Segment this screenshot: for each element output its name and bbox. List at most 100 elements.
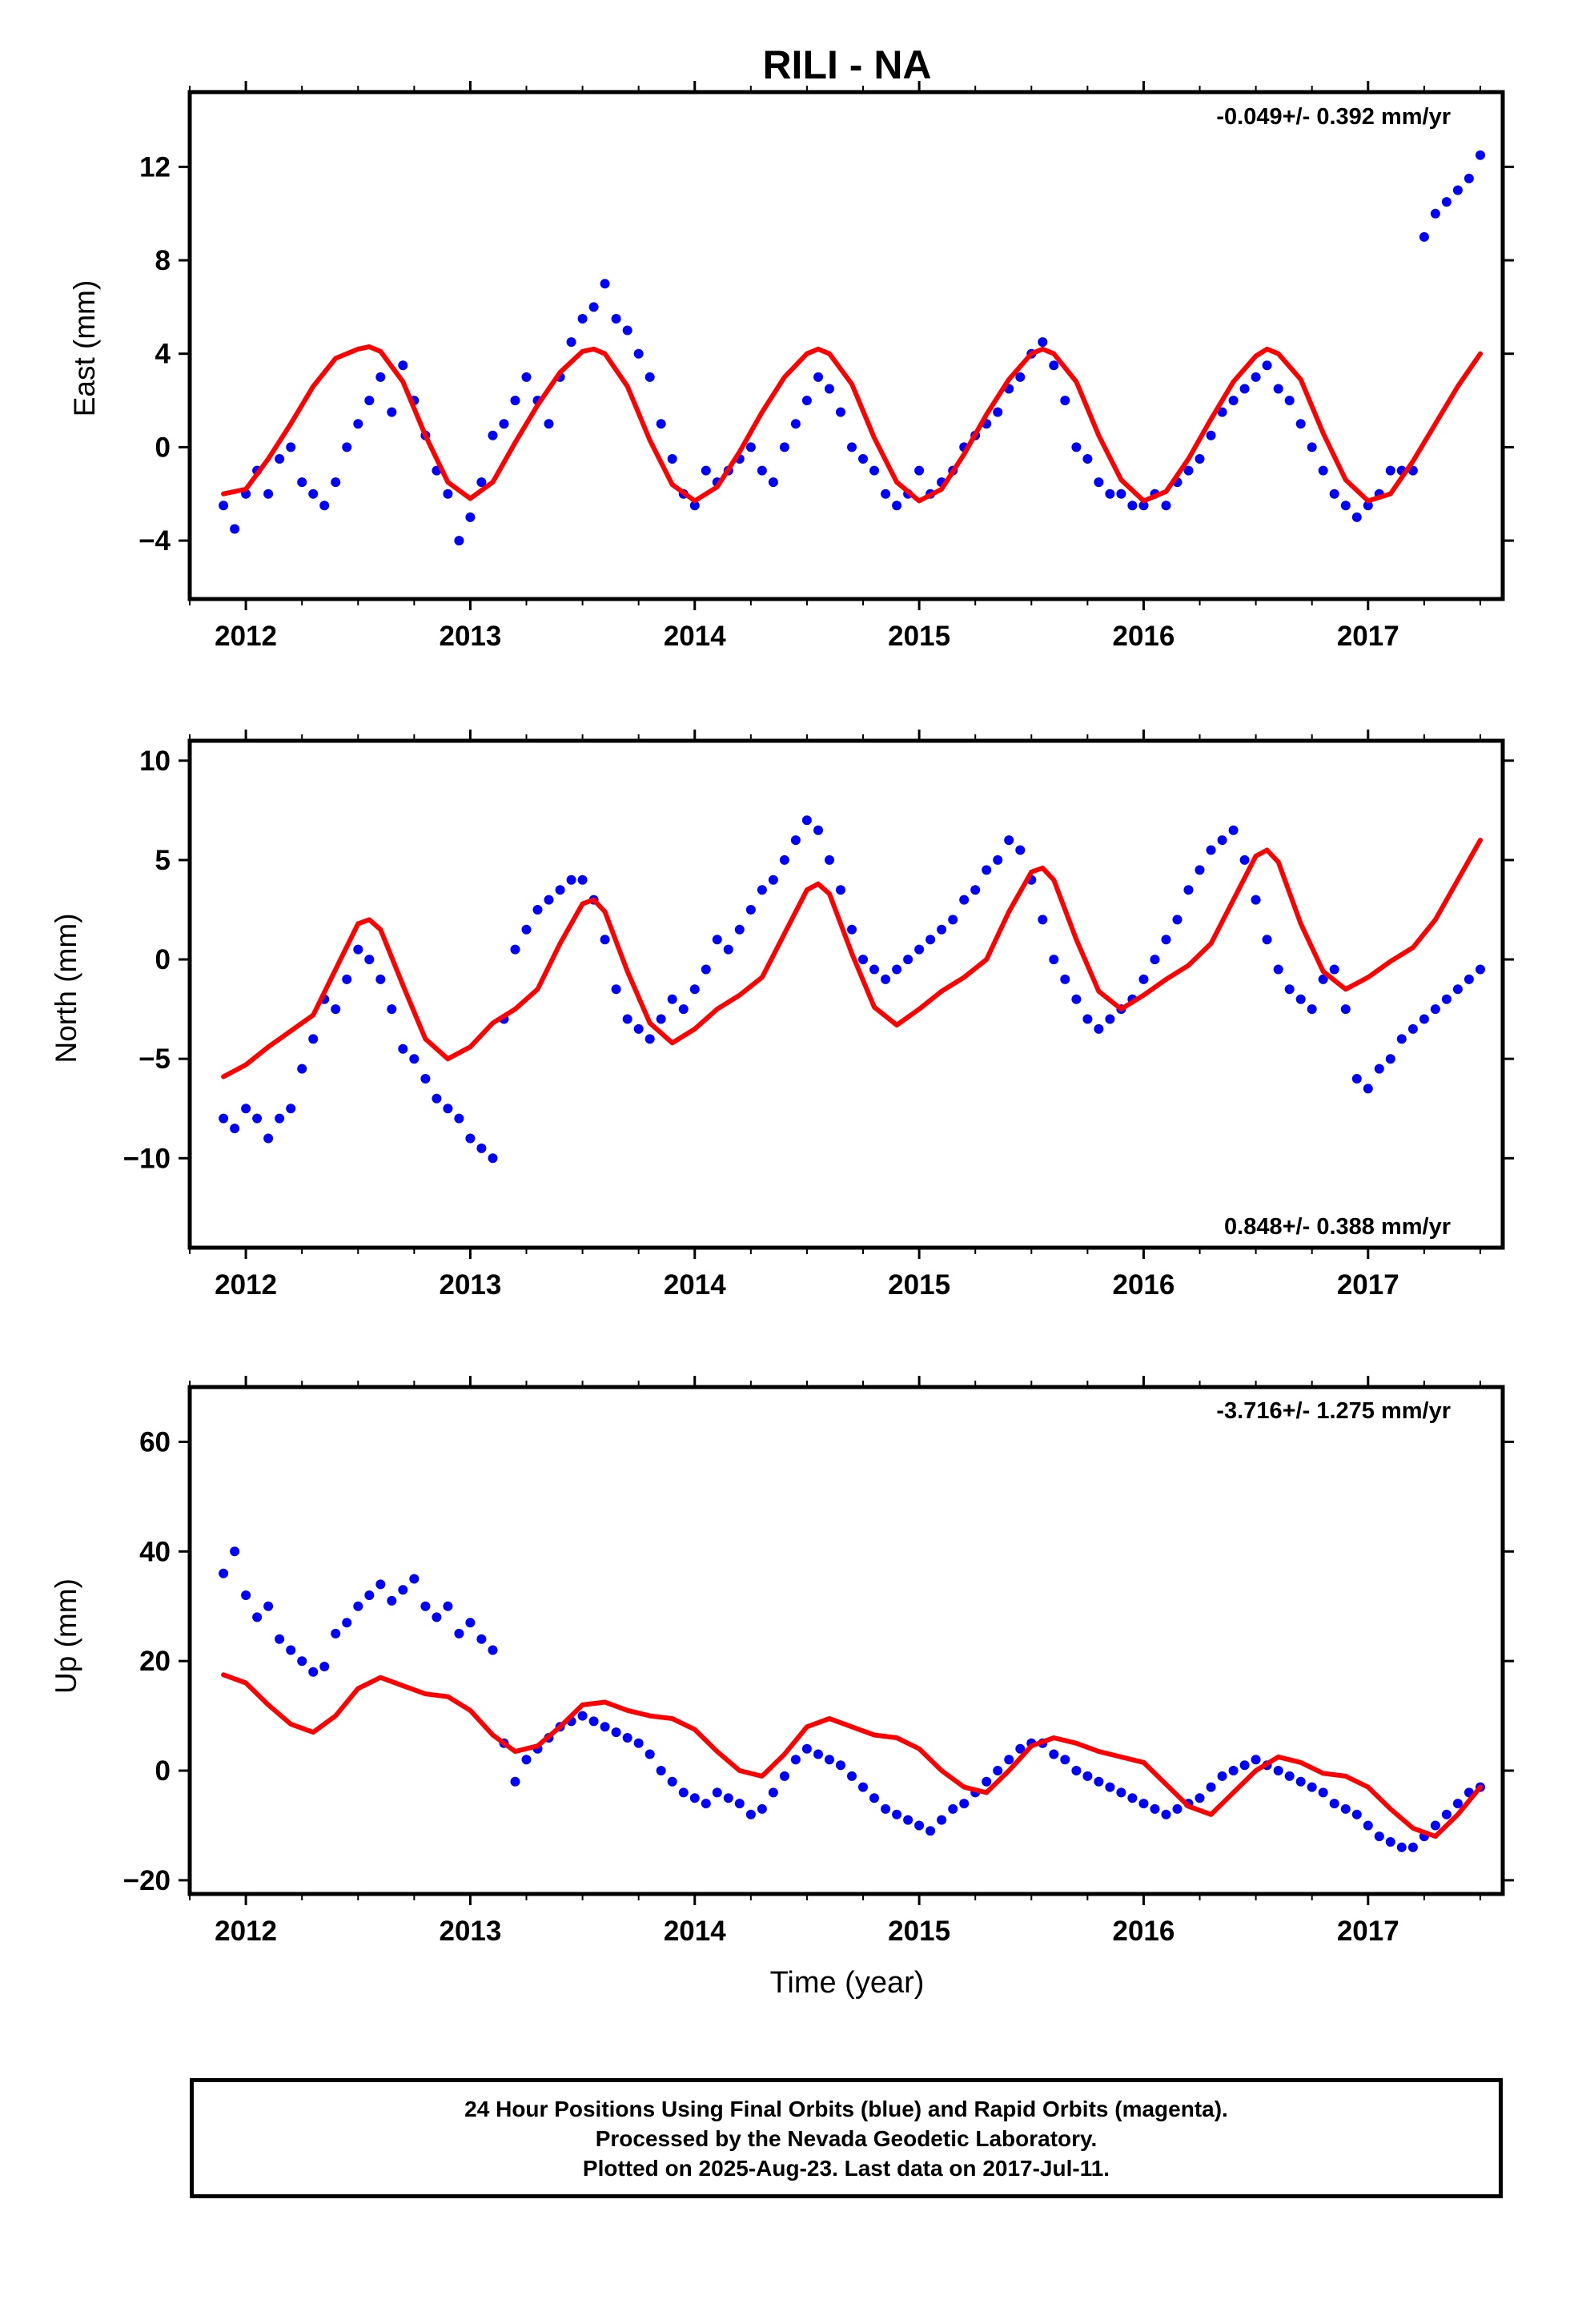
east-data-point bbox=[342, 442, 352, 452]
east-data-point bbox=[600, 279, 610, 289]
east-data-point bbox=[813, 372, 823, 382]
north-data-point bbox=[1004, 835, 1014, 846]
north-data-point bbox=[1284, 984, 1295, 995]
east-data-point bbox=[588, 302, 599, 312]
north-data-point bbox=[1038, 915, 1048, 925]
north-data-point bbox=[577, 875, 588, 885]
east-data-point bbox=[1363, 501, 1373, 511]
north-x-tick-label: 2017 bbox=[1337, 1269, 1399, 1301]
east-data-point bbox=[1116, 489, 1126, 499]
east-data-point bbox=[1094, 477, 1104, 488]
north-data-point bbox=[1195, 865, 1205, 875]
east-data-point bbox=[790, 419, 801, 429]
north-data-point bbox=[745, 905, 756, 915]
up-data-point bbox=[836, 1760, 845, 1771]
east-data-point bbox=[993, 407, 1003, 417]
east-data-point bbox=[1161, 501, 1171, 511]
east-data-point bbox=[1015, 372, 1026, 382]
footer-line-1: 24 Hour Positions Using Final Orbits (bl… bbox=[464, 2096, 1228, 2121]
north-data-point bbox=[600, 935, 610, 945]
north-y-axis-label: North (mm) bbox=[50, 913, 82, 1063]
up-data-point bbox=[1239, 1760, 1250, 1771]
north-data-point bbox=[892, 964, 902, 975]
north-data-point bbox=[1476, 964, 1485, 975]
north-data-point bbox=[230, 1124, 240, 1134]
east-x-tick-label: 2017 bbox=[1337, 621, 1399, 652]
east-plot-frame bbox=[187, 90, 1505, 601]
up-data-point bbox=[353, 1601, 363, 1611]
north-data-point bbox=[420, 1074, 431, 1084]
up-data-point bbox=[858, 1782, 868, 1792]
east-data-point bbox=[319, 501, 330, 511]
north-data-point bbox=[825, 854, 834, 865]
chart-title: RILI - NA bbox=[762, 42, 931, 87]
north-data-point bbox=[263, 1133, 274, 1144]
north-data-point bbox=[1251, 895, 1261, 905]
east-data-point bbox=[1049, 360, 1059, 371]
up-data-point bbox=[364, 1590, 375, 1600]
north-final-orbit-points bbox=[219, 815, 1485, 1164]
east-data-point bbox=[847, 442, 857, 452]
footer-info-box: 24 Hour Positions Using Final Orbits (bl… bbox=[190, 2078, 1503, 2198]
up-data-point bbox=[1351, 1809, 1362, 1819]
east-data-point bbox=[510, 396, 520, 406]
east-y-axis-label: East (mm) bbox=[68, 280, 101, 417]
east-data-point bbox=[1329, 489, 1339, 499]
east-x-tick-label: 2014 bbox=[664, 621, 726, 652]
east-rate-label: -0.049+/- 0.392 mm/yr bbox=[1216, 104, 1451, 130]
north-y-tick-label: 5 bbox=[155, 845, 171, 876]
up-data-point bbox=[230, 1546, 240, 1557]
north-data-point bbox=[454, 1113, 464, 1124]
east-data-point bbox=[825, 384, 834, 394]
east-data-point bbox=[521, 372, 532, 382]
east-data-point bbox=[1195, 454, 1205, 464]
up-data-point bbox=[409, 1574, 420, 1584]
east-data-point bbox=[364, 396, 375, 406]
east-data-point bbox=[914, 465, 925, 476]
north-data-point bbox=[622, 1014, 632, 1024]
up-data-point bbox=[948, 1803, 958, 1814]
east-data-point bbox=[779, 442, 789, 452]
north-data-point bbox=[476, 1143, 487, 1153]
north-data-point bbox=[993, 854, 1003, 865]
north-data-point bbox=[881, 974, 891, 984]
up-data-point bbox=[937, 1815, 947, 1825]
up-data-point bbox=[454, 1628, 464, 1638]
north-data-point bbox=[1015, 845, 1026, 855]
north-data-point bbox=[1150, 955, 1160, 965]
up-data-point bbox=[644, 1749, 655, 1759]
north-data-point bbox=[757, 885, 767, 895]
east-data-point bbox=[544, 419, 554, 429]
north-data-point bbox=[903, 955, 913, 965]
north-data-point bbox=[1385, 1054, 1395, 1064]
north-data-point bbox=[275, 1113, 285, 1124]
north-data-point bbox=[1082, 1014, 1093, 1024]
east-y-tick-label: −4 bbox=[139, 525, 171, 557]
up-data-point bbox=[1116, 1787, 1126, 1798]
north-data-point bbox=[544, 895, 554, 905]
east-data-point bbox=[667, 454, 677, 464]
north-data-point bbox=[1407, 1023, 1418, 1034]
up-x-tick-label: 2013 bbox=[439, 1916, 501, 1947]
up-data-point bbox=[1318, 1787, 1328, 1798]
up-data-point bbox=[1161, 1809, 1171, 1819]
north-data-point bbox=[1060, 974, 1070, 984]
up-data-point bbox=[375, 1579, 386, 1590]
north-data-point bbox=[443, 1104, 453, 1114]
up-data-point bbox=[892, 1809, 902, 1819]
up-data-point bbox=[667, 1776, 677, 1787]
up-data-point bbox=[1060, 1755, 1070, 1765]
up-data-point bbox=[701, 1799, 711, 1809]
north-data-point bbox=[297, 1063, 307, 1074]
east-data-point bbox=[566, 337, 576, 348]
north-x-tick-label: 2013 bbox=[439, 1269, 501, 1301]
east-data-point bbox=[454, 536, 464, 546]
north-data-point bbox=[1273, 964, 1283, 975]
up-data-point bbox=[993, 1766, 1003, 1775]
east-y-tick-label: 12 bbox=[139, 151, 171, 183]
east-data-point bbox=[1217, 407, 1227, 417]
north-data-point bbox=[701, 964, 711, 975]
north-data-point bbox=[566, 875, 576, 885]
east-data-point bbox=[353, 419, 363, 429]
north-data-point bbox=[398, 1043, 408, 1054]
